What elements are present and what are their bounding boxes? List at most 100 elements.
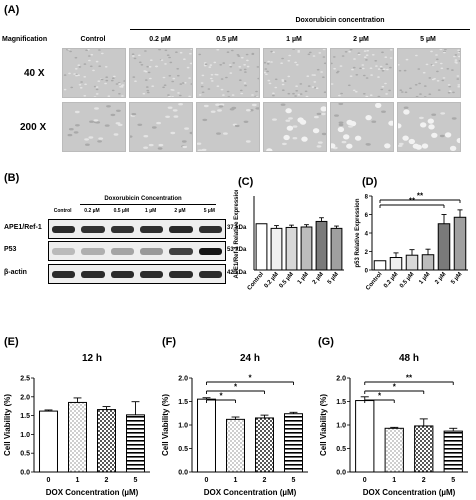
chart-title: 24 h [240,353,260,364]
blot-strip [48,219,226,239]
y-tick-label: 6 [365,213,369,219]
bar [197,398,216,473]
blot-band [110,271,134,278]
row-label-40x: 40 X [24,68,45,79]
y-tick-label: 4 [365,232,369,238]
significance-marker: * [219,392,223,401]
x-tick-label: 1 [76,477,80,484]
chart-title: 12 h [82,353,102,364]
x-axis-label: DOX Concentration (µM) [204,488,297,497]
bar [255,417,274,473]
bar [443,430,463,473]
significance-marker: ** [417,192,424,201]
x-tick-label: Control [365,271,384,291]
x-tick-label: 2 [263,477,267,484]
y-axis-label: APE1/Ref-1 Relative Expression [234,190,240,279]
bar [39,410,58,473]
x-tick-label: 0.2 µM [264,271,280,289]
x-tick-label: 0.5 µM [399,271,415,289]
y-tick-label: 2.0 [336,376,346,383]
panel-e-label: (E) [4,336,19,348]
y-tick-label: 0.5 [336,446,346,453]
x-tick-label: 2 [422,477,426,484]
x-tick-label: 0 [205,477,209,484]
blot-strip [48,264,226,284]
y-tick-label: 2.5 [20,376,30,383]
chart-e: 12 h 0.0 0.5 1.0 1.5 2.0 2.5 0 1 2 5 Cell Viability… [3,353,150,497]
bar [284,413,303,473]
y-tick-label: 1.5 [336,399,346,406]
x-tick-label: 5 [451,477,455,484]
y-axis-label: Cell Viability (%) [3,394,12,456]
micrograph-image [263,48,327,98]
bar [421,254,435,271]
y-tick-label: 0.0 [20,470,30,477]
panel-f-label: (F) [162,336,177,348]
x-axis-label: DOX Concentration (µM) [363,488,456,497]
bar [285,226,298,271]
significance-marker: * [248,374,252,383]
x-tick-label: 0.2 µM [383,271,399,289]
y-tick-label: 2.0 [178,376,188,383]
blot-lane-label: Control [53,208,72,214]
micrograph-image [129,48,193,98]
x-tick-label: 0 [363,477,367,484]
blot-band [140,271,164,278]
blot-band [81,226,105,233]
y-tick-label: 1.5 [20,413,30,420]
panel-a-treatment-header: Doxorubicin concentration [295,17,385,24]
blot-band [140,248,164,255]
x-tick-label: 5 [292,477,296,484]
x-tick-label: 1 [392,477,396,484]
blot-band [52,226,76,233]
y-axis-label: Cell Viability (%) [161,394,170,456]
y-axis-label: Cell Viability (%) [319,394,328,456]
blot-band [198,248,222,255]
panel-c-label: (C) [238,176,254,188]
y-tick-label: 2 [365,250,369,256]
blot-lane-label: 2 µM [174,208,186,214]
x-tick-label: 2 µM [312,271,325,285]
micrograph-image [62,102,126,152]
x-tick-label: 0 [47,477,51,484]
chart-d: 0 2 4 6 8 Control 0.2 µM 0.5 µM 1 µM 2 µM 5 µM ****… [355,192,468,292]
bar [255,223,268,271]
column-label: 2 µM [353,36,369,43]
bar [389,257,403,271]
y-tick-label: 1.0 [20,432,30,439]
panel-a-label: (A) [4,4,20,16]
significance-marker: * [378,392,382,401]
x-tick-label: 2 µM [434,271,447,285]
significance-marker: ** [406,374,413,383]
blot-band [169,248,193,255]
bar [437,223,451,271]
bar [330,227,343,271]
y-tick-label: 0.5 [20,451,30,458]
y-tick-label: 8 [365,195,369,201]
blot-kda-label: 42 kDa [227,270,247,276]
x-tick-label: 1 [234,477,238,484]
bar [97,409,116,473]
panel-b-treatment-header: Doxorubicin Concentration [104,196,182,202]
bar [373,260,387,271]
blot-strip [48,241,226,261]
bar [300,226,313,271]
blot-lane-label: 5 µM [203,208,215,214]
blot-band [169,226,193,233]
y-tick-label: 1.0 [178,423,188,430]
y-tick-label: 0 [365,269,369,275]
significance-marker: * [393,383,397,392]
y-tick-label: 1.0 [336,423,346,430]
column-label: 5 µM [420,36,436,43]
blot-protein-label: β-actin [4,269,27,276]
column-label: 0.5 µM [216,36,238,43]
y-tick-label: 1.5 [178,399,188,406]
blot-band [81,271,105,278]
blot-protein-label: P53 [4,246,17,253]
x-tick-label: 5 µM [450,271,463,285]
micrograph-image [330,48,394,98]
chart-f: 24 h 0.0 0.5 1.0 1.5 2.0 0 1 2 5 * * * Cell Viability… [161,353,308,497]
significance-marker: ** [409,197,416,206]
y-tick-label: 2.0 [20,394,30,401]
